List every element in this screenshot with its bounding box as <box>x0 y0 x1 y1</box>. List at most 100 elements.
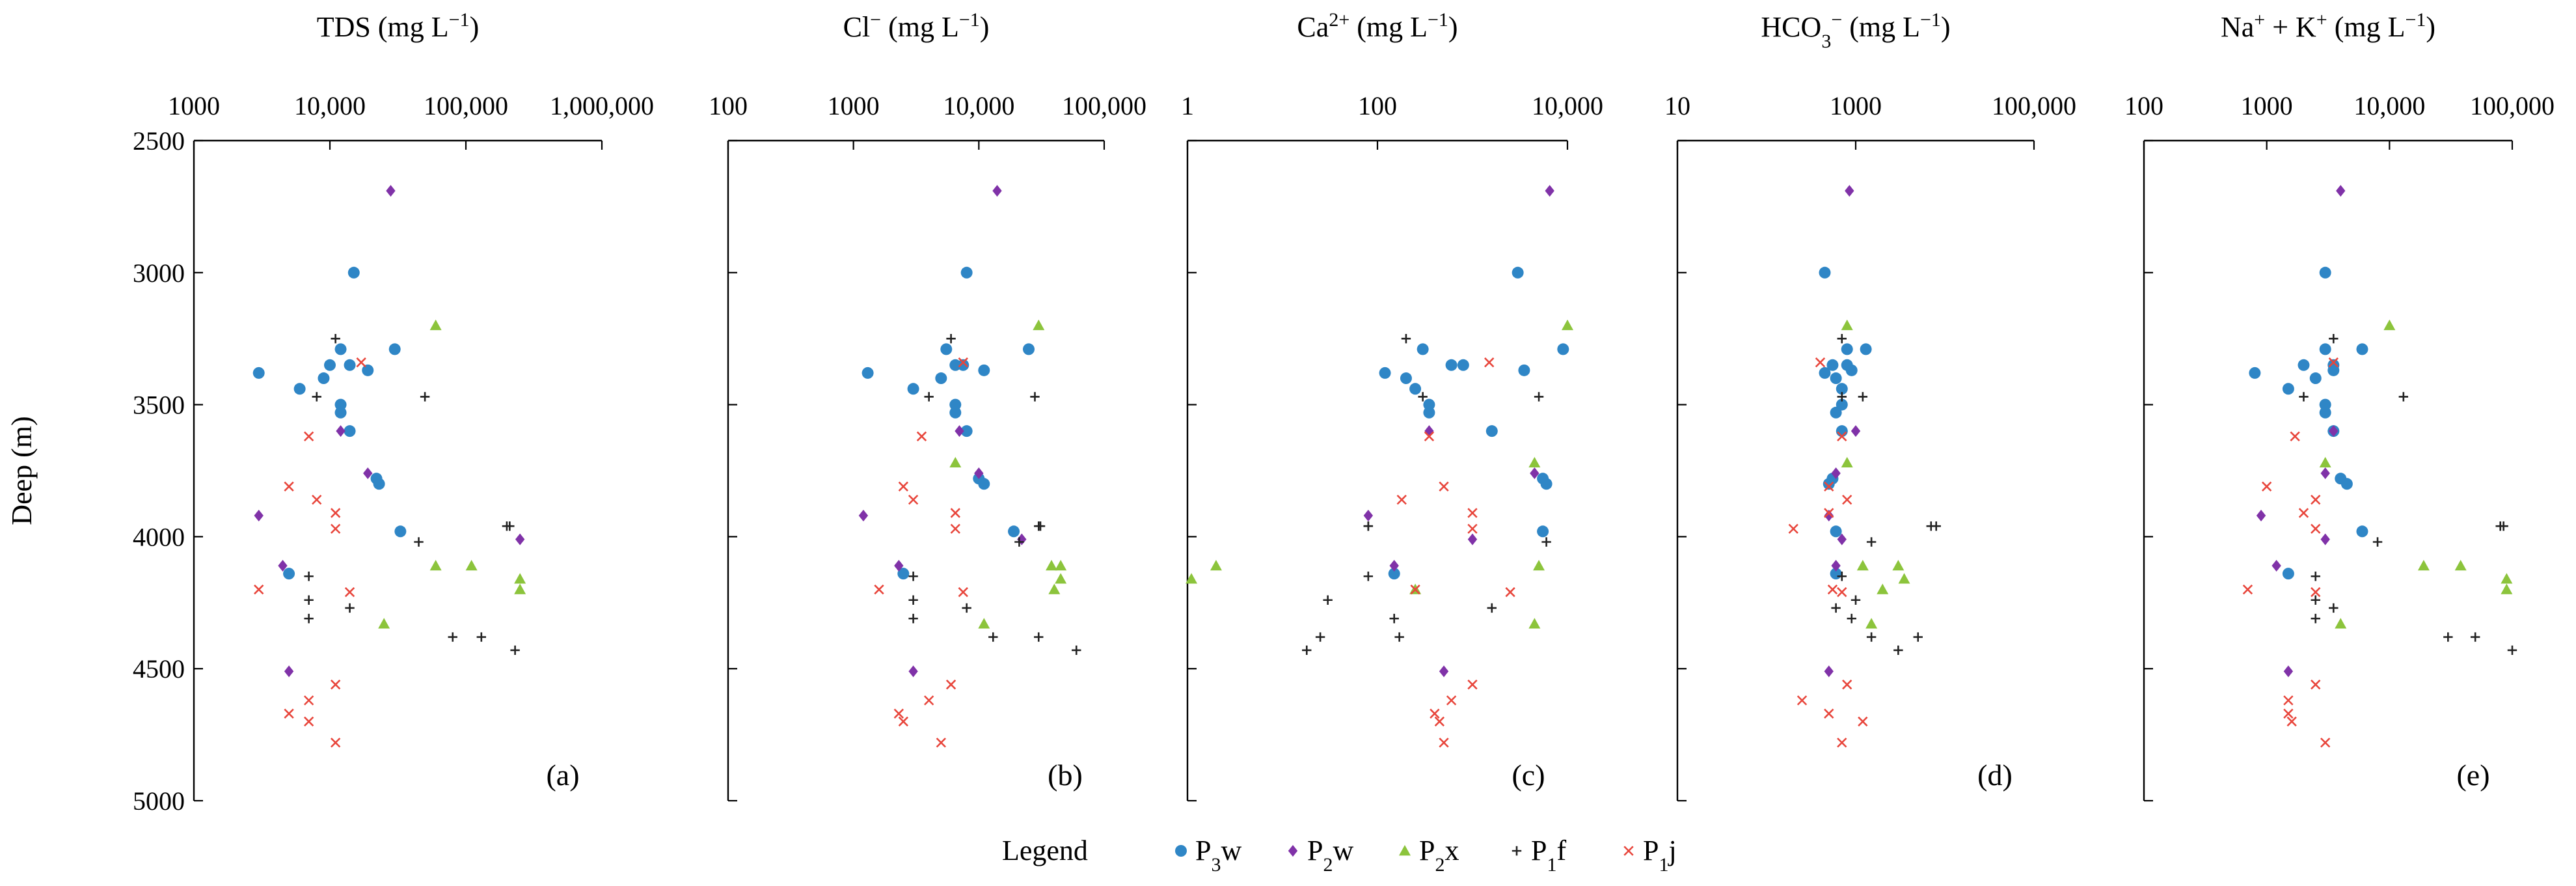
data-point-P2x <box>1048 583 1061 594</box>
data-point-P3w <box>1819 367 1831 379</box>
data-point-P1j <box>2262 481 2272 492</box>
data-point-P1f <box>1866 632 1877 642</box>
legend-base: P <box>1307 835 1323 866</box>
data-point-P2x <box>1533 560 1545 571</box>
data-point-P3w <box>388 343 401 355</box>
x-tick-label: 100,000 <box>1992 91 2076 120</box>
legend-label-P1f: P1f <box>1531 835 1566 876</box>
data-point-P1j <box>330 508 341 518</box>
data-point-P1j <box>2283 695 2294 706</box>
data-point-P2w <box>858 509 869 521</box>
data-point-P1f <box>2311 572 2320 581</box>
x-tick-label: 100,000 <box>424 91 508 120</box>
legend-base: P <box>1419 835 1435 866</box>
x-tick-label: 1,000,000 <box>550 91 654 120</box>
data-point-P1f <box>2329 334 2339 344</box>
x-tick-label: 100 <box>709 91 748 120</box>
x-tick-label: 10 <box>1664 91 1690 120</box>
data-point-P3w <box>1485 425 1498 437</box>
data-point-P1j <box>344 587 355 598</box>
x-tick-label: 10,000 <box>943 91 1014 120</box>
data-point-P1j <box>1424 431 1435 441</box>
data-point-P2w <box>1389 560 1399 572</box>
data-point-P3w <box>394 525 407 538</box>
panel-title: Ca2+ (mg L−1) <box>1297 9 1457 44</box>
data-point-P1f <box>962 603 971 613</box>
title-unit-sup: −1 <box>1920 9 1941 31</box>
legend-label-P3w: P3w <box>1195 835 1241 876</box>
legend-suffix: j <box>1667 835 1676 866</box>
data-point-P3w <box>1457 359 1469 371</box>
data-point-P3w <box>907 383 919 395</box>
data-point-P3w <box>960 425 973 437</box>
panel-label: (a) <box>546 758 579 792</box>
data-point-P1j <box>1467 523 1478 534</box>
x-tick-label: 1 <box>1181 91 1194 120</box>
data-point-P2w <box>2271 560 2281 572</box>
data-point-P2w <box>1363 509 1374 521</box>
data-point-P1j <box>356 357 366 368</box>
title-unit: (mg L <box>881 11 959 43</box>
data-point-P1j <box>2283 708 2294 719</box>
data-point-P1j <box>1858 716 1868 727</box>
data-point-P1j <box>254 584 264 595</box>
data-point-P1j <box>898 481 909 492</box>
data-point-P3w <box>373 478 385 490</box>
data-point-P1j <box>923 695 934 706</box>
y-tick-label: 3500 <box>133 391 185 420</box>
data-point-P1j <box>284 481 294 492</box>
data-point-P1j <box>1484 357 1495 368</box>
data-point-P3w <box>1826 359 1839 371</box>
data-point-P2w <box>2283 665 2294 678</box>
data-point-P1j <box>1815 357 1826 368</box>
data-point-P3w <box>1379 367 1391 379</box>
y-tick-label: 3000 <box>133 258 185 288</box>
data-point-P1j <box>312 494 322 505</box>
data-point-P1j <box>916 431 927 441</box>
legend-marker-P2x <box>1399 845 1411 856</box>
title-unit-end: ) <box>980 11 990 43</box>
data-point-P1f <box>1534 392 1544 402</box>
data-point-P1f <box>1323 595 1333 605</box>
panel-b: 100 1000 10,000 100,000 Cl− (mg L−1) (b) <box>709 9 1146 802</box>
title-unit: (mg L <box>2327 11 2406 43</box>
title-sup: − <box>1831 9 1842 31</box>
data-point-P3w <box>1540 478 1552 490</box>
data-point-P2x <box>1898 573 1910 584</box>
title-unit: (mg L <box>1349 11 1428 43</box>
data-point-P2x <box>514 573 526 584</box>
x-tick-label: 1000 <box>168 91 220 120</box>
data-point-P1f <box>1847 613 1856 624</box>
x-tick-label: 10,000 <box>294 91 366 120</box>
data-point-P3w <box>1819 266 1831 279</box>
data-point-P3w <box>1836 383 1848 395</box>
data-point-P3w <box>283 568 295 580</box>
data-point-P1j <box>1467 679 1478 690</box>
data-point-P3w <box>949 406 962 419</box>
title-unit-sup: −1 <box>959 9 980 31</box>
data-point-P1j <box>284 708 294 719</box>
data-point-P1f <box>1858 392 1868 402</box>
data-point-P2w <box>2256 509 2266 521</box>
data-point-P3w <box>347 266 360 279</box>
data-point-P1j <box>1824 508 1834 518</box>
data-point-P3w <box>1023 343 1035 355</box>
legend-marker-P1f <box>1512 846 1522 856</box>
data-point-P1f <box>1831 603 1841 613</box>
data-point-P1j <box>908 494 919 505</box>
data-point-P3w <box>2282 568 2294 580</box>
data-point-P3w <box>2340 478 2353 490</box>
data-point-P1f <box>312 392 321 402</box>
panel-title: Na+ + K+ (mg L−1) <box>2221 9 2435 44</box>
data-point-P1f <box>988 632 998 642</box>
data-point-P2w <box>894 560 904 572</box>
data-point-P1j <box>2286 716 2297 727</box>
data-point-P1f <box>1418 392 1428 402</box>
data-point-P2x <box>1046 560 1058 571</box>
data-point-P3w <box>935 372 947 385</box>
data-point-P2w <box>278 560 288 572</box>
data-point-P1j <box>2242 584 2253 595</box>
legend-marker-P1j <box>1623 846 1634 856</box>
data-point-P1j <box>1430 708 1440 719</box>
panel-label: (d) <box>1977 758 2013 792</box>
